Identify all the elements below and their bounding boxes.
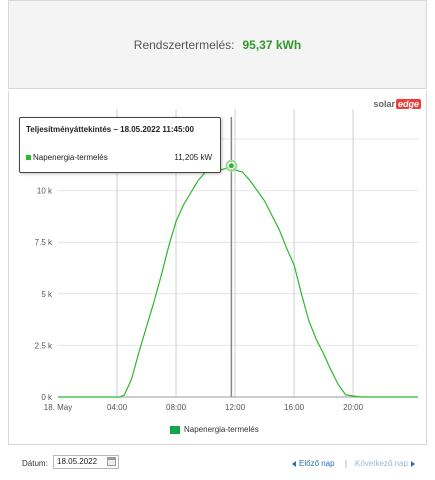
legend-swatch-icon [170,425,180,434]
y-tick-label: 5 k [41,290,53,299]
highlight-point-halo [225,159,238,172]
date-label: Dátum: [22,459,48,468]
y-tick-label: 2.5 k [35,341,53,350]
highlight-point [227,162,235,170]
next-day-link[interactable]: Következő nap [355,459,415,468]
x-tick-label: 20:00 [343,403,364,412]
date-navigation: Dátum: 18.05.2022 Előző nap | Következő … [0,445,435,480]
system-production-value: 95,37 kWh [242,37,302,52]
solaredge-logo: solar edge [373,99,421,109]
calendar-icon[interactable] [107,457,116,466]
chevron-right-icon [410,460,415,467]
chevron-left-icon [292,460,296,467]
x-tick-label: 12:00 [225,403,246,412]
chart-tooltip: Teljesítményáttekintés – 18.05.2022 11:4… [19,117,221,173]
previous-day-link[interactable]: Előző nap [292,459,335,468]
x-tick-label: 04:00 [107,403,128,412]
legend-label: Napenergia-termelés [184,425,259,434]
y-tick-label: 10 k [37,187,53,196]
y-tick-label: 0 k [41,393,53,402]
x-tick-label: 16:00 [284,403,305,412]
tooltip-title: Teljesítményáttekintés – 18.05.2022 11:4… [26,125,194,134]
system-production-summary: Rendszertermelés: 95,37 kWh [8,0,427,89]
chart-legend-item[interactable]: Napenergia-termelés [170,425,259,434]
tooltip-series: Napenergia-termelés [33,153,108,162]
x-tick-label: 08:00 [166,403,187,412]
tooltip-value: 11,205 kW [174,153,212,162]
x-tick-label: 18. May [44,403,72,412]
y-tick-label: 7.5 k [35,238,53,247]
tooltip-row: Napenergia-termelés 11,205 kW [26,153,212,162]
nav-separator: | [345,459,348,468]
date-input[interactable]: 18.05.2022 [53,455,119,469]
system-production-label: Rendszertermelés: [133,37,235,52]
series-swatch-icon [26,155,31,161]
series-line-solar-production [58,164,418,398]
